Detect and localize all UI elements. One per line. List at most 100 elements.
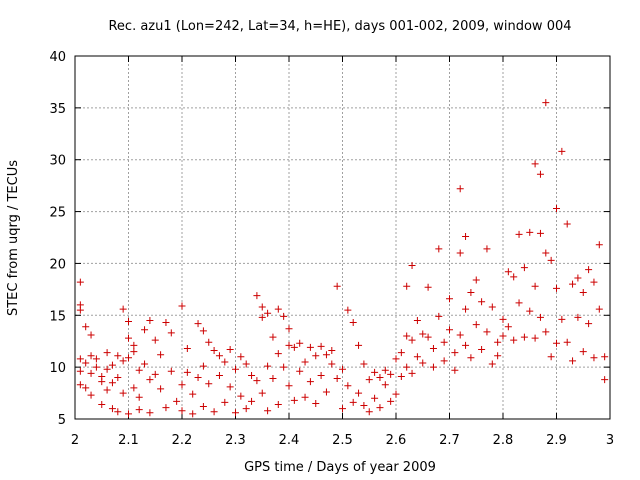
data-point — [381, 381, 389, 389]
x-tick-label: 2.4 — [279, 433, 300, 448]
data-point — [237, 392, 245, 400]
data-point — [76, 367, 84, 375]
data-point — [531, 334, 539, 342]
data-point — [483, 328, 491, 336]
data-point — [183, 344, 191, 352]
data-point — [536, 229, 544, 237]
data-point — [585, 320, 593, 328]
data-point — [103, 365, 111, 373]
data-point — [178, 407, 186, 415]
data-point — [456, 331, 464, 339]
data-point — [590, 278, 598, 286]
data-point — [232, 365, 239, 373]
data-point — [76, 278, 84, 286]
data-point — [157, 385, 165, 393]
data-point — [280, 312, 288, 320]
y-axis-label: STEC from uqrg / TECUs — [6, 160, 21, 316]
axis-ticks: 2 2.1 2.2 2.3 2.4 2.5 2.6 2.7 2.8 2.9 351015202530… — [49, 50, 614, 448]
data-point — [456, 185, 464, 193]
data-point — [210, 408, 218, 416]
data-point — [119, 389, 127, 397]
data-point — [226, 346, 234, 354]
y-tick-label: 40 — [49, 50, 66, 65]
data-point — [419, 330, 427, 338]
y-tick-label: 30 — [49, 154, 66, 169]
data-point — [510, 336, 518, 344]
data-point — [333, 375, 341, 383]
data-point — [387, 370, 395, 378]
data-point — [328, 347, 336, 355]
data-point — [178, 381, 186, 389]
data-point — [76, 306, 84, 314]
data-point — [119, 305, 127, 313]
data-point — [253, 377, 261, 385]
y-tick-label: 20 — [49, 257, 66, 272]
data-point — [103, 349, 111, 357]
data-point — [344, 382, 352, 390]
data-point — [130, 341, 138, 349]
data-point — [553, 339, 560, 347]
data-point — [167, 329, 175, 337]
data-point — [419, 359, 427, 367]
data-point — [424, 333, 432, 341]
data-point — [146, 409, 154, 417]
data-point — [82, 384, 90, 392]
data-point — [301, 358, 309, 366]
data-point — [157, 351, 165, 359]
data-points — [76, 99, 609, 418]
data-point — [162, 404, 170, 412]
data-point — [397, 372, 405, 380]
y-tick-label: 15 — [49, 309, 66, 324]
data-point — [387, 397, 395, 405]
data-point — [119, 357, 127, 365]
x-tick-label: 2.3 — [225, 433, 246, 448]
data-point — [472, 276, 480, 284]
data-point — [253, 292, 261, 300]
data-point — [146, 376, 154, 384]
data-point — [183, 368, 191, 376]
data-point — [413, 353, 421, 361]
data-point — [424, 283, 432, 291]
data-point — [322, 351, 330, 359]
data-point — [574, 274, 582, 282]
data-point — [536, 170, 544, 178]
data-point — [306, 378, 314, 386]
data-point — [103, 386, 111, 394]
data-point — [515, 230, 523, 238]
data-point — [151, 370, 159, 378]
data-point — [114, 352, 122, 360]
data-point — [542, 328, 550, 336]
data-point — [92, 355, 100, 363]
data-point — [585, 266, 593, 274]
data-point — [339, 365, 346, 373]
data-point — [114, 374, 122, 382]
data-point — [264, 309, 272, 317]
data-point — [569, 280, 577, 288]
data-point — [446, 326, 453, 334]
data-point — [232, 409, 239, 417]
data-point — [515, 299, 523, 307]
data-point — [205, 338, 213, 346]
data-point — [344, 306, 352, 314]
data-point — [87, 391, 95, 399]
data-point — [76, 381, 84, 389]
data-point — [504, 268, 512, 276]
x-tick-label: 2.6 — [386, 433, 407, 448]
data-point — [408, 336, 416, 344]
data-point — [290, 396, 298, 404]
data-point — [392, 390, 400, 398]
data-point — [205, 380, 213, 388]
data-point — [167, 367, 175, 375]
data-point — [296, 339, 304, 347]
data-point — [403, 282, 411, 290]
data-point — [526, 307, 534, 315]
data-point — [558, 315, 566, 323]
x-tick-label: 2.7 — [439, 433, 460, 448]
data-point — [403, 363, 411, 371]
data-point — [403, 332, 411, 340]
data-point — [151, 336, 159, 344]
data-point — [542, 249, 550, 257]
data-point — [264, 362, 272, 370]
data-point — [221, 398, 229, 406]
